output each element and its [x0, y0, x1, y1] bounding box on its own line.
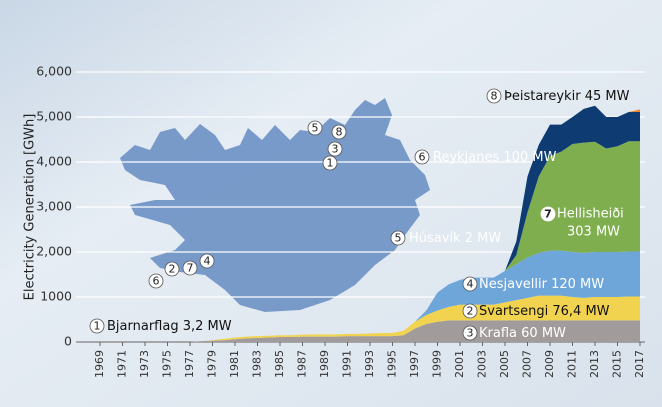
y-tick-label: 6,000 [36, 64, 72, 79]
badge-number: 8 [336, 126, 343, 139]
y-tick-label: 3,000 [36, 199, 72, 214]
x-tick-label: 1977 [183, 350, 196, 378]
badge-number: 2 [169, 263, 176, 276]
label-capacity: 2 MW [465, 231, 502, 246]
x-tick-label: 1969 [93, 350, 106, 378]
x-tick-label: 1971 [116, 350, 129, 378]
badge [307, 120, 323, 136]
badge-number: 5 [395, 232, 402, 245]
label-capacity: 120 MW [551, 277, 604, 292]
badge-number: 7 [544, 208, 552, 221]
x-tick-label: 1987 [296, 350, 309, 378]
x-tick-label: 2015 [611, 350, 624, 378]
y-axis-label: Electricity Generation [GWh] [23, 114, 38, 301]
badge-number: 4 [204, 255, 211, 268]
badge [164, 261, 180, 277]
area [100, 105, 640, 342]
series-label: Bjarnarflag 3,2 MW [107, 319, 232, 334]
label-name: Svartsengi [479, 304, 548, 319]
label-name: Krafla [479, 326, 517, 341]
area [100, 141, 640, 342]
badge-number: 5 [312, 122, 319, 135]
x-tick-label: 1979 [206, 350, 219, 378]
series-capacity: 303 MW [567, 225, 620, 240]
label-name: Bjarnarflag [107, 319, 179, 334]
label-name: Nesjavellir [479, 277, 548, 292]
badge [182, 260, 198, 276]
series-label: Reykjanes 100 MW [433, 150, 557, 165]
label-capacity: 45 MW [585, 89, 630, 104]
x-tick-label: 1975 [161, 350, 174, 378]
badge [390, 230, 406, 246]
label-capacity: 3,2 MW [183, 319, 232, 334]
badge-number: 4 [467, 278, 474, 291]
series-label: Nesjavellir 120 MW [479, 277, 604, 292]
y-tick-label: 1000 [40, 289, 72, 304]
y-tick-label: 2,000 [36, 244, 72, 259]
badge [462, 325, 478, 341]
x-tick-label: 1981 [228, 350, 241, 378]
badge-number: 2 [467, 305, 474, 318]
label-name: Þeistareykir [504, 89, 581, 104]
badge-number: 1 [94, 320, 101, 333]
x-tick-label: 2003 [476, 350, 489, 378]
x-tick-label: 1985 [273, 350, 286, 378]
badge-number: 6 [419, 151, 426, 164]
series-label: Krafla 60 MW [479, 326, 566, 341]
badge [322, 155, 338, 171]
x-tick-label: 1991 [341, 350, 354, 378]
area [100, 320, 640, 342]
badge [331, 124, 347, 140]
x-tick-label: 2011 [566, 350, 579, 378]
badge-number: 3 [467, 327, 474, 340]
badge [199, 253, 215, 269]
y-tick-label: 5,000 [36, 109, 72, 124]
label-name: Reykjanes [433, 150, 499, 165]
x-tick-label: 2017 [633, 350, 646, 378]
series-label: Þeistareykir 45 MW [504, 89, 630, 104]
badge [462, 276, 478, 292]
x-tick-label: 1989 [318, 350, 331, 378]
badge [327, 141, 343, 157]
badge [89, 318, 105, 334]
y-tick-label: 4,000 [36, 154, 72, 169]
x-tick-label: 2001 [453, 350, 466, 378]
x-tick-label: 1993 [363, 350, 376, 378]
x-tick-label: 1999 [431, 350, 444, 378]
badge-number: 8 [491, 90, 498, 103]
badge-number: 7 [187, 262, 194, 275]
label-name: Húsavík [409, 231, 461, 246]
x-tick-label: 1983 [251, 350, 264, 378]
badge [540, 206, 556, 222]
badge-number: 6 [153, 275, 160, 288]
x-tick-label: 2009 [543, 350, 556, 378]
x-tick-label: 2013 [588, 350, 601, 378]
area [100, 295, 640, 342]
x-tick-label: 1995 [386, 350, 399, 378]
label-capacity: 76,4 MW [552, 304, 609, 319]
badge [486, 88, 502, 104]
series-label: Svartsengi 76,4 MW [479, 304, 610, 319]
y-tick-label: 0 [64, 334, 72, 349]
badge [414, 149, 430, 165]
badge [462, 303, 478, 319]
x-tick-label: 1973 [138, 350, 151, 378]
series-label: Hellisheiði [557, 207, 624, 222]
series-label: Húsavík 2 MW [409, 231, 501, 246]
badge [148, 273, 164, 289]
label-capacity: 100 MW [503, 150, 556, 165]
x-tick-label: 1997 [408, 350, 421, 378]
label-capacity: 60 MW [521, 326, 566, 341]
badge-number: 3 [332, 143, 339, 156]
iceland-map [120, 98, 430, 312]
x-tick-label: 2005 [498, 350, 511, 378]
x-tick-label: 2007 [521, 350, 534, 378]
area [100, 250, 640, 342]
badge-number: 1 [327, 157, 334, 170]
